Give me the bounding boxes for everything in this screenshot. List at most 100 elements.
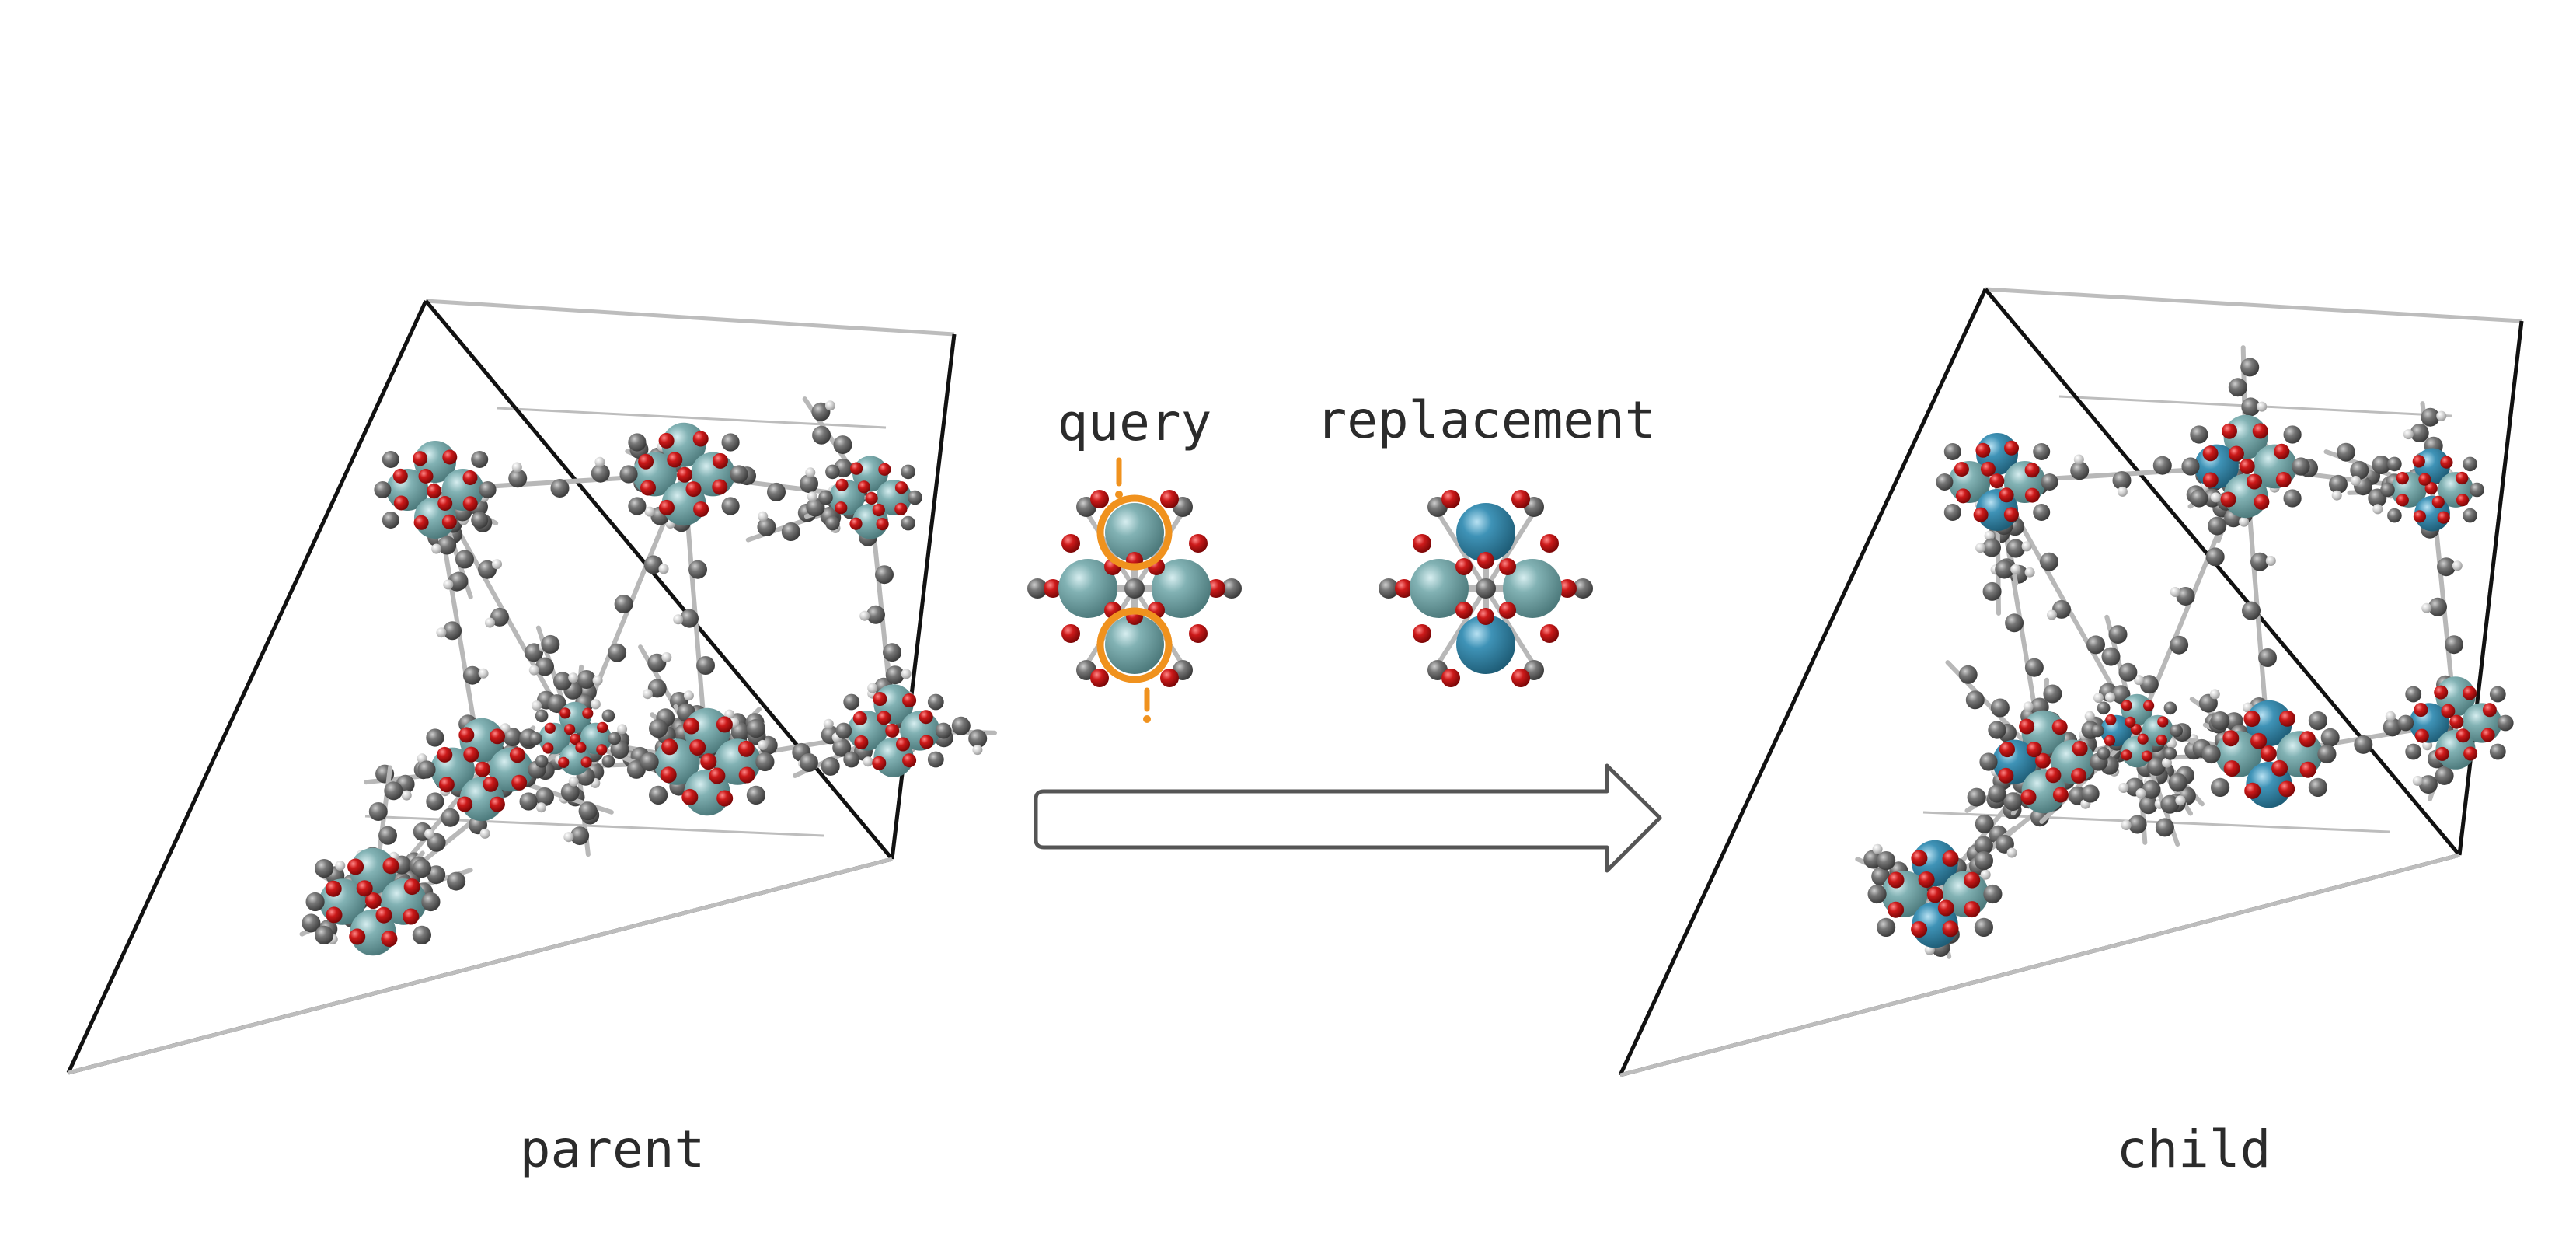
carbon-atom xyxy=(2405,686,2422,703)
hydrogen-atom xyxy=(2372,504,2383,515)
oxygen-atom xyxy=(381,931,398,948)
oxygen-atom xyxy=(349,928,366,945)
oxygen-atom xyxy=(681,788,699,805)
carbon-atom xyxy=(443,621,462,641)
oxygen-atom xyxy=(2456,728,2470,743)
oxygen-atom xyxy=(2137,733,2149,745)
carbon-atom xyxy=(535,657,554,676)
carbon-atom xyxy=(560,783,580,801)
oxygen-atom xyxy=(896,737,910,752)
carbon-atom xyxy=(2463,456,2477,472)
carbon-atom xyxy=(2170,724,2183,738)
carbon-atom xyxy=(2421,407,2440,427)
carbon-atom xyxy=(382,451,399,468)
carbon-atom xyxy=(525,643,543,662)
carbon-atom xyxy=(591,463,610,483)
carbon-atom xyxy=(2489,686,2506,703)
carbon-atom xyxy=(421,892,441,912)
carbon-atom xyxy=(2142,780,2161,799)
oxygen-atom xyxy=(364,892,382,909)
oxygen-atom xyxy=(511,774,528,791)
oxygen-atom xyxy=(2414,703,2428,718)
oxygen-atom xyxy=(885,723,900,738)
oxygen-atom xyxy=(1998,767,2014,784)
hydrogen-atom xyxy=(673,614,684,625)
oxygen-atom xyxy=(490,728,505,745)
oxygen-atom xyxy=(712,479,728,495)
carbon-atom xyxy=(2350,460,2369,480)
hydrogen-atom xyxy=(2006,847,2017,858)
carbon-atom xyxy=(2308,777,2327,797)
oxygen-atom xyxy=(582,707,594,719)
oxygen-atom xyxy=(347,858,364,875)
carbon-atom xyxy=(885,665,905,685)
highlight-dot-top xyxy=(1115,491,1123,498)
carbon-atom xyxy=(608,643,627,662)
oxygen-atom xyxy=(1981,461,1996,477)
oxygen-atom xyxy=(2243,711,2261,728)
carbon-atom xyxy=(2283,425,2302,444)
oxygen-atom xyxy=(392,468,408,484)
hydrogen-atom xyxy=(2023,701,2034,712)
carbon-atom xyxy=(1379,578,1399,599)
hydrogen-atom xyxy=(590,699,601,710)
carbon-atom xyxy=(2081,784,2100,803)
oxygen-atom xyxy=(712,452,728,469)
oxygen-atom xyxy=(1937,899,1954,917)
carbon-atom xyxy=(2190,425,2208,444)
carbon-atom xyxy=(1988,721,2006,739)
carbon-atom xyxy=(755,752,775,772)
carbon-atom xyxy=(746,785,766,805)
oxygen-atom xyxy=(872,503,885,517)
oxygen-atom xyxy=(393,495,409,511)
oxygen-atom xyxy=(559,707,571,719)
carbon-atom xyxy=(901,515,915,531)
carbon-atom xyxy=(1867,884,1887,904)
carbon-atom xyxy=(2418,775,2438,794)
carbon-atom xyxy=(1974,917,1993,937)
oxygen-atom xyxy=(2143,700,2155,711)
bond xyxy=(1132,586,1183,665)
carbon-atom xyxy=(2258,648,2277,667)
hydrogen-atom xyxy=(824,400,835,411)
oxygen-atom xyxy=(2456,471,2469,485)
hydrogen-atom xyxy=(805,467,816,478)
carbon-atom xyxy=(2228,378,2247,397)
oxygen-atom xyxy=(2034,752,2051,769)
oxygen-atom xyxy=(2482,703,2497,718)
hydrogen-atom xyxy=(617,724,628,735)
carbon-atom xyxy=(441,808,460,827)
carbon-atom xyxy=(812,425,831,445)
oxygen-atom xyxy=(2413,510,2426,523)
carbon-atom xyxy=(2101,647,2121,666)
carbon-atom xyxy=(2160,794,2180,814)
carbon-atom xyxy=(462,665,482,685)
hydrogen-atom xyxy=(2117,486,2128,497)
oxygen-atom xyxy=(638,453,654,470)
carbon-atom xyxy=(2489,743,2506,760)
hydrogen-atom xyxy=(859,610,870,621)
oxygen-atom xyxy=(685,481,702,498)
carbon-atom xyxy=(2387,508,2402,523)
carbon-atom xyxy=(2428,597,2447,616)
carbon-atom xyxy=(2112,471,2132,490)
carbon-atom xyxy=(628,433,647,452)
oxygen-atom xyxy=(375,906,392,924)
carbon-atom xyxy=(800,474,818,494)
oxygen-atom xyxy=(1477,552,1494,569)
carbon-atom xyxy=(547,694,566,714)
hydrogen-atom xyxy=(592,675,603,686)
child-atoms xyxy=(1855,345,2514,959)
oxygen-atom xyxy=(2121,700,2132,711)
oxygen-atom xyxy=(1441,490,1460,508)
oxygen-atom xyxy=(873,692,887,707)
carbon-atom xyxy=(2470,482,2484,498)
oxygen-atom xyxy=(1061,624,1080,643)
carbon-atom xyxy=(647,679,667,698)
carbon-atom xyxy=(2497,714,2514,732)
oxygen-atom xyxy=(919,735,934,749)
oxygen-atom xyxy=(2071,767,2087,784)
carbon-atom xyxy=(1958,665,1978,684)
oxygen-atom xyxy=(1061,534,1080,553)
